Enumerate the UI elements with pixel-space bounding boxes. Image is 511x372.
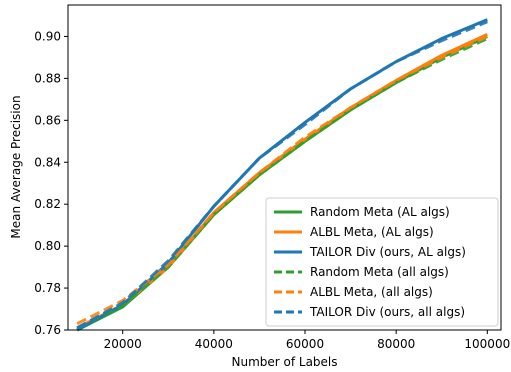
x-tick-label: 100000 xyxy=(464,337,510,351)
y-tick-label: 0.80 xyxy=(34,239,61,253)
legend-box xyxy=(265,197,499,327)
x-axis-label: Number of Labels xyxy=(231,355,337,369)
y-tick-label: 0.82 xyxy=(34,197,61,211)
legend: Random Meta (AL algs) ALBL Meta, (AL algs… xyxy=(265,197,499,327)
y-tick-label: 0.84 xyxy=(34,155,61,169)
y-axis-label: Mean Average Precision xyxy=(9,95,23,238)
legend-label: TAILOR Div (ours, all algs) xyxy=(309,305,465,319)
x-tick-label: 60000 xyxy=(286,337,324,351)
plot-frame xyxy=(67,4,502,331)
legend-label: Random Meta (AL algs) xyxy=(310,205,450,219)
legend-label: ALBL Meta, (all algs) xyxy=(310,285,433,299)
legend-label: ALBL Meta, (AL algs) xyxy=(310,225,434,239)
x-tick-label: 40000 xyxy=(195,337,233,351)
y-tick-label: 0.78 xyxy=(34,281,61,295)
series-line-6 xyxy=(76,20,488,330)
plot-area xyxy=(76,18,488,332)
series-line-4 xyxy=(76,37,488,330)
legend-label: TAILOR Div (ours, AL algs) xyxy=(309,245,466,259)
y-tick-label: 0.88 xyxy=(34,71,61,85)
x-tick-label: 80000 xyxy=(377,337,415,351)
y-axis: 0.76 0.78 0.80 0.82 0.84 0.86 0.88 0.90 xyxy=(34,29,68,337)
x-tick-label: 20000 xyxy=(104,337,142,351)
y-tick-label: 0.86 xyxy=(34,113,61,127)
y-tick-label: 0.76 xyxy=(34,323,61,337)
legend-label: Random Meta (all algs) xyxy=(310,265,449,279)
y-tick-label: 0.90 xyxy=(34,29,61,43)
x-axis: 20000 40000 60000 80000 100000 xyxy=(104,330,510,351)
